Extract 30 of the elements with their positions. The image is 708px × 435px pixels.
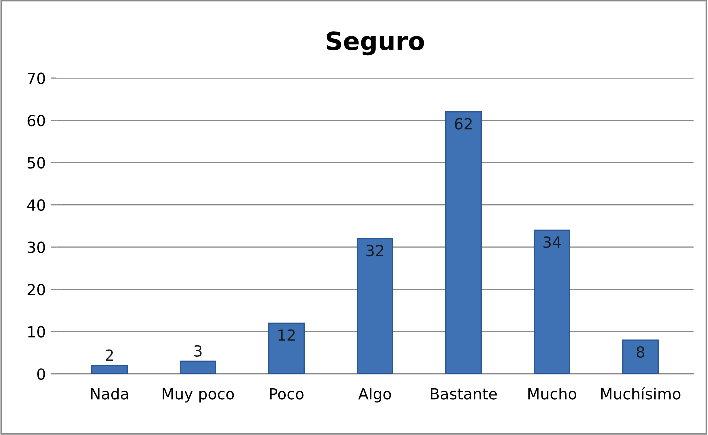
bar [180, 360, 216, 374]
bar [622, 340, 659, 374]
x-tick-label: Muchísimo [601, 387, 681, 400]
y-tick-label: 30 [28, 242, 46, 254]
data-label: 3 [194, 345, 202, 357]
bar [91, 365, 128, 374]
data-label: 34 [544, 236, 562, 248]
bar [534, 230, 570, 374]
bar [268, 322, 305, 374]
chart-title: Seguro [326, 32, 424, 56]
y-tick-label: 20 [28, 284, 46, 296]
x-tick-label: Algo [358, 388, 392, 403]
x-tick-label: Bastante [431, 388, 498, 400]
x-tick-label: Mucho [528, 388, 577, 400]
x-tick-label: Nada [91, 388, 128, 400]
data-label: 2 [106, 350, 114, 361]
data-label: 32 [366, 245, 384, 257]
x-tick-label: Muy poco [162, 388, 234, 403]
y-tick-label: 0 [38, 368, 46, 380]
data-label: 12 [278, 330, 295, 341]
x-tick-label: Poco [270, 388, 304, 400]
data-label: 8 [636, 346, 645, 358]
bar [445, 112, 482, 374]
y-tick-label: 60 [28, 115, 46, 127]
y-tick-label: 40 [28, 200, 46, 212]
data-label: 62 [455, 118, 472, 130]
y-tick-label: 10 [28, 326, 46, 338]
y-tick-label: 50 [28, 157, 46, 169]
y-tick-label: 70 [28, 72, 46, 84]
bar [356, 238, 394, 374]
